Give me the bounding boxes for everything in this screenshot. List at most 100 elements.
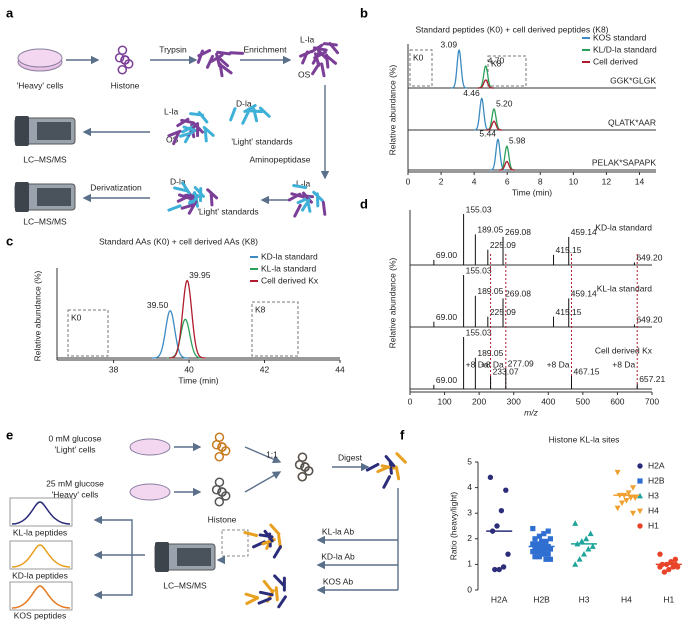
point: [500, 564, 507, 570]
row-label: QLATK*AAR: [608, 117, 656, 127]
y-axis-label: Ratio (heavy/light): [448, 492, 458, 561]
point: [530, 525, 536, 532]
label: 'Light' cells: [54, 444, 95, 454]
molecule-icon: [395, 452, 407, 464]
molecule-icon: [180, 203, 196, 210]
molecule-icon: [216, 50, 232, 56]
x-axis-label: Time (min): [512, 187, 552, 197]
point: [543, 546, 549, 552]
label: 0 mM glucose: [49, 433, 102, 443]
point: [576, 556, 583, 562]
x-axis-label: Time (min): [178, 375, 218, 385]
molecule-icon: [311, 62, 321, 76]
molecule-icon: [220, 64, 233, 75]
molecule-icon: [320, 62, 326, 78]
point: [630, 485, 636, 491]
molecule-label: L-la: [296, 178, 310, 188]
histone-icon: [120, 55, 130, 65]
label: KD-la peptides: [12, 570, 68, 580]
point: [623, 498, 630, 504]
y-tick-label: 3: [467, 507, 472, 517]
peak-icon: [11, 501, 71, 525]
peak-label: 5.20: [496, 98, 513, 108]
molecule-icon: [229, 51, 245, 55]
y-tick-label: 5: [467, 456, 472, 466]
molecule-icon: [229, 107, 237, 122]
molecule-icon: [197, 111, 209, 124]
label: LC–MS/MS: [23, 216, 67, 226]
peak-label: 459.14: [571, 289, 597, 299]
point: [668, 559, 674, 565]
instrument-icon: [37, 122, 71, 140]
x-tick-label: 42: [260, 364, 270, 374]
point: [572, 520, 579, 526]
diagram-a: 'Heavy' cells Histone Trypsin Enrichment…: [17, 34, 330, 226]
dish: [129, 438, 171, 456]
molecule-icon: [365, 462, 380, 472]
x-tick-label: 12: [602, 176, 612, 186]
peak: [152, 309, 189, 359]
x-tick-label: 500: [576, 396, 590, 406]
molecule-icon: [328, 41, 340, 55]
point: [492, 566, 498, 573]
peak-label: 467.15: [574, 366, 600, 376]
panel-letter: f: [400, 427, 405, 442]
peak-label: 155.03: [466, 204, 492, 214]
molecule-icon: [258, 590, 274, 597]
point: [589, 543, 596, 549]
inset-box: [487, 55, 527, 87]
point: [672, 556, 679, 562]
x-tick-label: 400: [541, 396, 555, 406]
box: [9, 581, 73, 611]
inset-label: K8: [255, 304, 266, 314]
point: [536, 533, 542, 539]
y-tick-label: 4: [467, 482, 472, 492]
shift-label: +8 Da: [481, 359, 504, 369]
molecule-icon: [301, 198, 311, 212]
point: [547, 536, 553, 542]
peak-label: 4.46: [463, 88, 480, 98]
molecule-icon: [263, 529, 274, 543]
label: LC–MS/MS: [23, 154, 67, 164]
label: 'Heavy' cells: [17, 80, 64, 90]
peak-label: 155.03: [466, 265, 492, 275]
legend-label: H4: [648, 505, 659, 515]
instrument-icon: [37, 188, 71, 206]
x-tick-label: 6: [505, 176, 510, 186]
histone-icon: [117, 45, 128, 55]
label: 1:1: [266, 449, 278, 459]
point: [637, 492, 643, 499]
point: [614, 505, 621, 512]
legend-label: Cell derived Kx: [261, 275, 319, 285]
peak: [486, 108, 502, 131]
point: [530, 549, 536, 555]
point: [541, 531, 547, 537]
molecule-icon: [203, 127, 208, 143]
molecule-icon: [376, 465, 391, 474]
molecule-label: D-la: [170, 176, 186, 186]
x-tick-label: H1: [663, 594, 674, 604]
arrow: [93, 515, 145, 556]
label: KOS peptides: [14, 610, 66, 620]
chart-title: Standard AAs (K0) + cell derived AAs (K8…: [99, 236, 258, 246]
point: [498, 507, 505, 514]
point: [496, 566, 502, 573]
peak-label: 69.00: [436, 375, 458, 385]
row-label: KD-la standard: [595, 222, 652, 232]
peak: [477, 65, 494, 89]
peak-label: 69.00: [436, 312, 458, 322]
molecule-icon: [277, 595, 287, 609]
arrow: [93, 555, 133, 600]
box: [9, 540, 73, 570]
legend-label: H2B: [648, 475, 665, 485]
point: [587, 530, 594, 537]
molecule-icon: [182, 125, 197, 133]
molecule-icon: [252, 107, 259, 123]
point: [547, 556, 553, 562]
inset-box: [251, 301, 299, 357]
histone-icon: [214, 451, 225, 462]
peak-icon: [11, 544, 71, 568]
y-tick-label: 2: [467, 533, 472, 543]
point: [505, 551, 511, 557]
molecule-icon: [292, 183, 308, 190]
